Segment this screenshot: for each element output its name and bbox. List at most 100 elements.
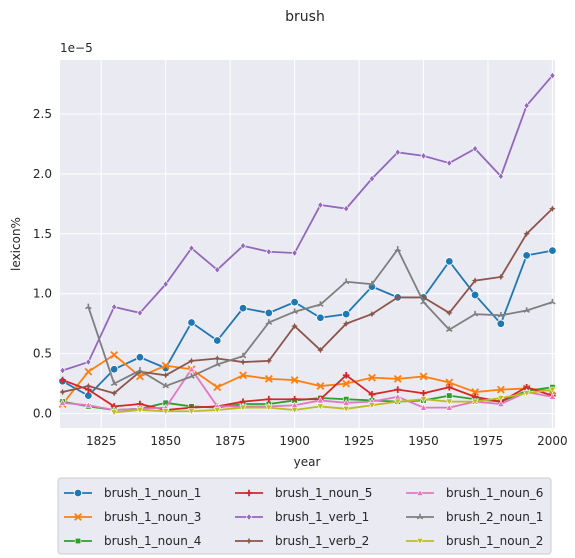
data-point: [213, 361, 221, 367]
legend-label: brush_1_noun_1: [104, 486, 201, 500]
data-point: [162, 371, 169, 379]
data-point: [59, 388, 66, 396]
data-point: [393, 374, 402, 383]
series-brush_1_noun_2: [110, 386, 557, 417]
data-point: [84, 401, 93, 409]
data-point: [471, 310, 479, 317]
data-point: [317, 301, 324, 307]
data-point: [110, 350, 119, 359]
data-point: [161, 408, 170, 416]
x-tick-label: 1950: [408, 434, 439, 448]
data-point: [239, 352, 247, 359]
data-point: [265, 319, 273, 325]
legend-marker: [74, 537, 82, 545]
legend-label: brush_1_noun_2: [446, 534, 543, 548]
legend-label: brush_1_verb_1: [275, 510, 369, 524]
y-tick-label: 1.0: [33, 287, 52, 301]
data-point: [342, 320, 350, 328]
data-point: [110, 409, 118, 417]
data-point: [264, 308, 274, 318]
data-point: [523, 101, 530, 110]
data-point: [419, 396, 428, 404]
data-point: [420, 152, 427, 160]
data-point: [316, 403, 325, 411]
data-point: [162, 382, 169, 389]
data-point: [238, 303, 248, 313]
legend-label: brush_2_noun_1: [446, 510, 543, 524]
series-line: [62, 74, 554, 372]
data-point: [393, 398, 402, 406]
data-point: [341, 309, 351, 319]
data-point: [85, 358, 92, 366]
data-point: [265, 404, 273, 412]
legend-item: brush_1_noun_3: [64, 510, 201, 524]
data-point: [470, 290, 480, 300]
data-point: [445, 398, 454, 406]
data-point: [162, 280, 169, 288]
data-point: [291, 249, 298, 257]
data-point: [419, 403, 428, 411]
data-point: [59, 376, 66, 384]
legend-marker: [245, 489, 253, 497]
data-point: [136, 367, 144, 373]
legend-marker: [74, 513, 82, 521]
data-point: [265, 248, 272, 256]
data-point: [548, 392, 557, 400]
legend-marker: [245, 513, 253, 521]
data-point: [213, 407, 222, 414]
y-axis-label: lexicon%: [9, 217, 23, 271]
data-point: [497, 273, 505, 281]
series-line: [62, 367, 553, 411]
legend-item: brush_1_noun_4: [64, 534, 201, 548]
y-tick-label: 1.5: [33, 227, 52, 241]
data-point: [394, 148, 401, 157]
data-point: [187, 318, 196, 327]
data-point: [445, 383, 453, 391]
data-point: [84, 367, 93, 376]
series-brush_1_noun_3: [58, 350, 557, 408]
legend-item: brush_1_noun_1: [64, 486, 201, 500]
plot-background: [60, 60, 555, 428]
series-line: [62, 374, 553, 411]
y-tick-label: 2.5: [33, 107, 52, 121]
data-point: [548, 246, 557, 255]
legend-frame: [57, 477, 552, 555]
data-point: [84, 391, 93, 400]
data-point: [420, 298, 427, 305]
data-point: [368, 174, 375, 183]
data-point: [136, 368, 144, 375]
data-point: [342, 379, 351, 388]
data-point: [316, 396, 325, 404]
data-point: [265, 395, 273, 403]
series-line: [62, 249, 553, 397]
legend-label: brush_1_noun_4: [104, 534, 201, 548]
data-point: [368, 402, 376, 410]
legend-item: brush_1_noun_5: [235, 486, 372, 500]
data-point: [317, 346, 324, 354]
x-tick-label: 1900: [279, 434, 310, 448]
data-point: [214, 265, 221, 274]
x-tick-label: 1825: [86, 434, 117, 448]
data-point: [368, 310, 376, 318]
data-point: [548, 386, 557, 394]
data-point: [187, 365, 196, 373]
data-point: [420, 294, 427, 301]
data-point: [522, 390, 531, 398]
data-point: [445, 257, 454, 266]
data-point: [446, 159, 453, 167]
x-tick-label: 1850: [150, 434, 181, 448]
data-point: [342, 371, 350, 379]
legend-item: brush_2_noun_1: [406, 510, 543, 524]
data-point: [368, 391, 376, 398]
data-point: [549, 71, 556, 80]
data-point: [213, 383, 222, 392]
chart-title: brush: [285, 9, 325, 25]
series-line: [114, 388, 553, 414]
data-point: [109, 365, 119, 374]
legend-marker: [73, 488, 83, 498]
data-point: [213, 336, 222, 345]
data-point: [110, 389, 118, 397]
data-point: [419, 372, 428, 381]
data-point: [446, 326, 453, 333]
legend-label: brush_1_noun_6: [446, 486, 543, 500]
